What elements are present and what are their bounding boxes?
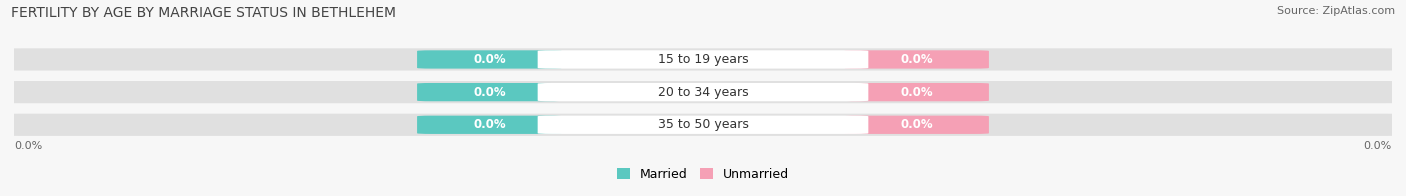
FancyBboxPatch shape [0,81,1406,103]
FancyBboxPatch shape [844,116,988,134]
Text: 0.0%: 0.0% [900,118,934,131]
FancyBboxPatch shape [0,48,1406,71]
FancyBboxPatch shape [0,114,1406,136]
FancyBboxPatch shape [418,50,562,69]
Text: 0.0%: 0.0% [14,141,42,151]
FancyBboxPatch shape [418,116,562,134]
Text: 20 to 34 years: 20 to 34 years [658,86,748,99]
Text: 0.0%: 0.0% [472,118,506,131]
Text: 0.0%: 0.0% [472,53,506,66]
Text: Source: ZipAtlas.com: Source: ZipAtlas.com [1277,6,1395,16]
Text: FERTILITY BY AGE BY MARRIAGE STATUS IN BETHLEHEM: FERTILITY BY AGE BY MARRIAGE STATUS IN B… [11,6,396,20]
Text: 15 to 19 years: 15 to 19 years [658,53,748,66]
Legend: Married, Unmarried: Married, Unmarried [612,163,794,186]
FancyBboxPatch shape [537,83,869,101]
Text: 0.0%: 0.0% [472,86,506,99]
Text: 0.0%: 0.0% [900,86,934,99]
FancyBboxPatch shape [418,83,562,101]
Text: 0.0%: 0.0% [900,53,934,66]
Text: 0.0%: 0.0% [1364,141,1392,151]
FancyBboxPatch shape [844,50,988,69]
Text: 35 to 50 years: 35 to 50 years [658,118,748,131]
FancyBboxPatch shape [844,83,988,101]
FancyBboxPatch shape [537,50,869,69]
FancyBboxPatch shape [537,116,869,134]
